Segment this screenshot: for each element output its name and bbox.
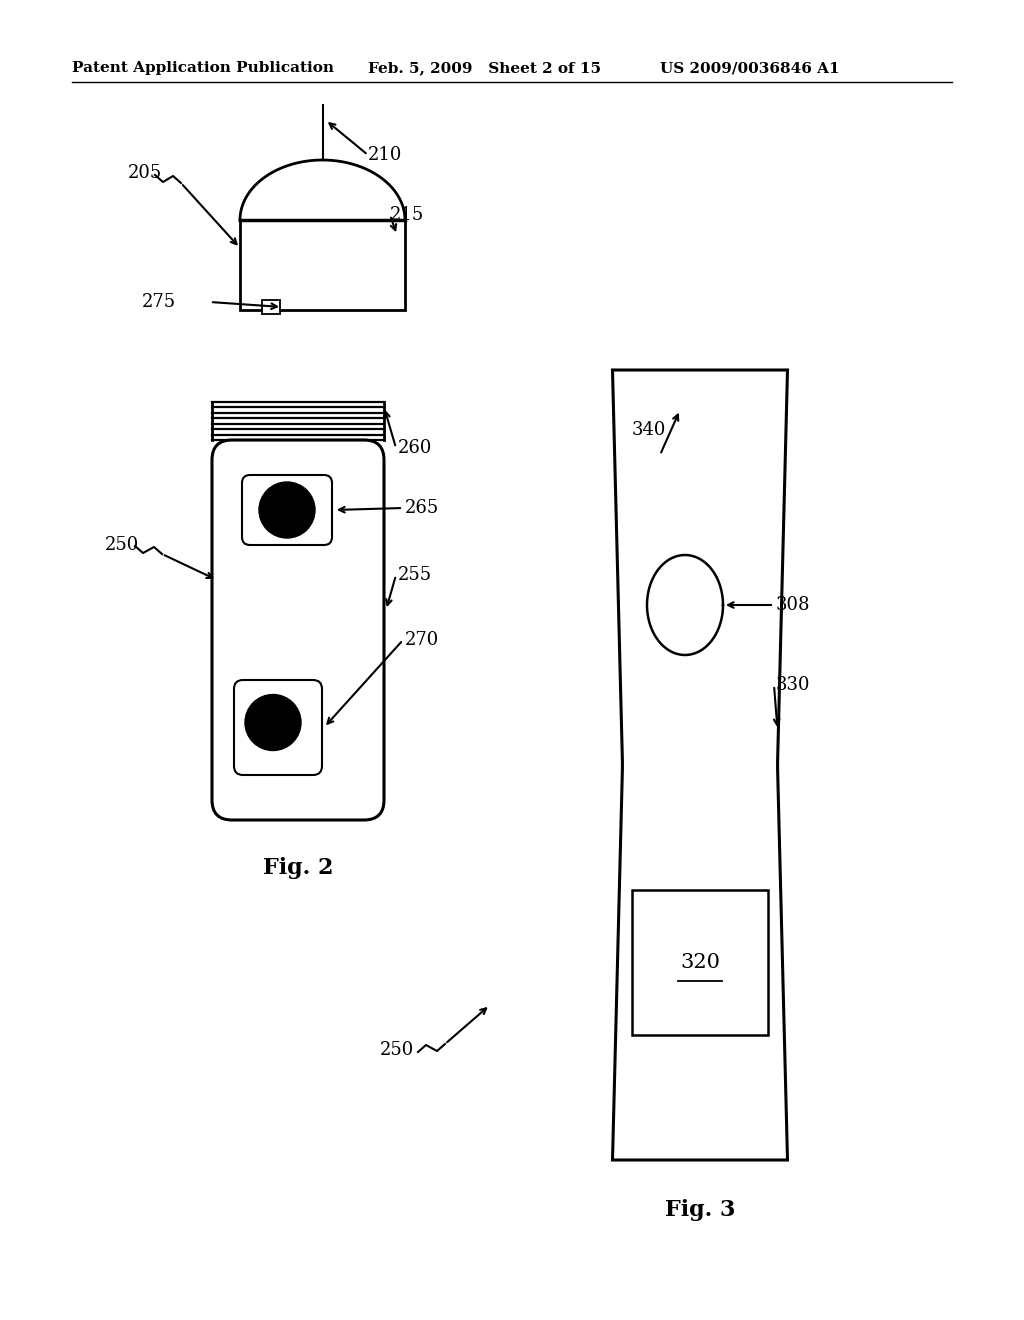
Text: 275: 275 — [142, 293, 176, 312]
Text: 255: 255 — [398, 566, 432, 583]
Text: US 2009/0036846 A1: US 2009/0036846 A1 — [660, 61, 840, 75]
Text: 260: 260 — [398, 440, 432, 457]
FancyBboxPatch shape — [242, 475, 332, 545]
Text: 308: 308 — [776, 597, 811, 614]
Circle shape — [259, 482, 315, 539]
Text: 215: 215 — [390, 206, 424, 224]
Bar — [262, 300, 280, 314]
Text: 270: 270 — [406, 631, 439, 649]
Polygon shape — [612, 370, 787, 1160]
Text: 320: 320 — [680, 953, 720, 972]
FancyBboxPatch shape — [234, 680, 322, 775]
Polygon shape — [240, 160, 406, 220]
Text: 210: 210 — [368, 147, 402, 164]
Text: Fig. 3: Fig. 3 — [665, 1199, 735, 1221]
Text: Patent Application Publication: Patent Application Publication — [72, 61, 334, 75]
FancyBboxPatch shape — [212, 440, 384, 820]
Polygon shape — [647, 554, 723, 655]
Text: 330: 330 — [776, 676, 811, 694]
Text: 250: 250 — [380, 1041, 415, 1059]
Text: Feb. 5, 2009   Sheet 2 of 15: Feb. 5, 2009 Sheet 2 of 15 — [368, 61, 601, 75]
Circle shape — [245, 694, 301, 751]
Text: 205: 205 — [128, 164, 162, 182]
Bar — [632, 890, 768, 1035]
Text: 250: 250 — [105, 536, 139, 554]
Text: 340: 340 — [632, 421, 667, 440]
Bar — [240, 220, 406, 310]
Text: Fig. 2: Fig. 2 — [263, 857, 333, 879]
Text: 265: 265 — [406, 499, 439, 517]
